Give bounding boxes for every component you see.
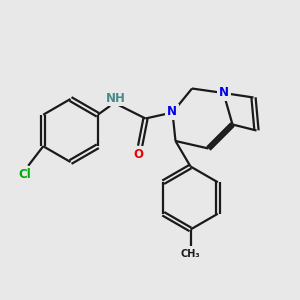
Text: O: O [134,148,144,161]
Text: Cl: Cl [18,168,31,181]
Text: N: N [219,86,229,99]
Text: CH₃: CH₃ [181,249,200,259]
Text: N: N [167,105,177,119]
Text: NH: NH [106,92,125,105]
